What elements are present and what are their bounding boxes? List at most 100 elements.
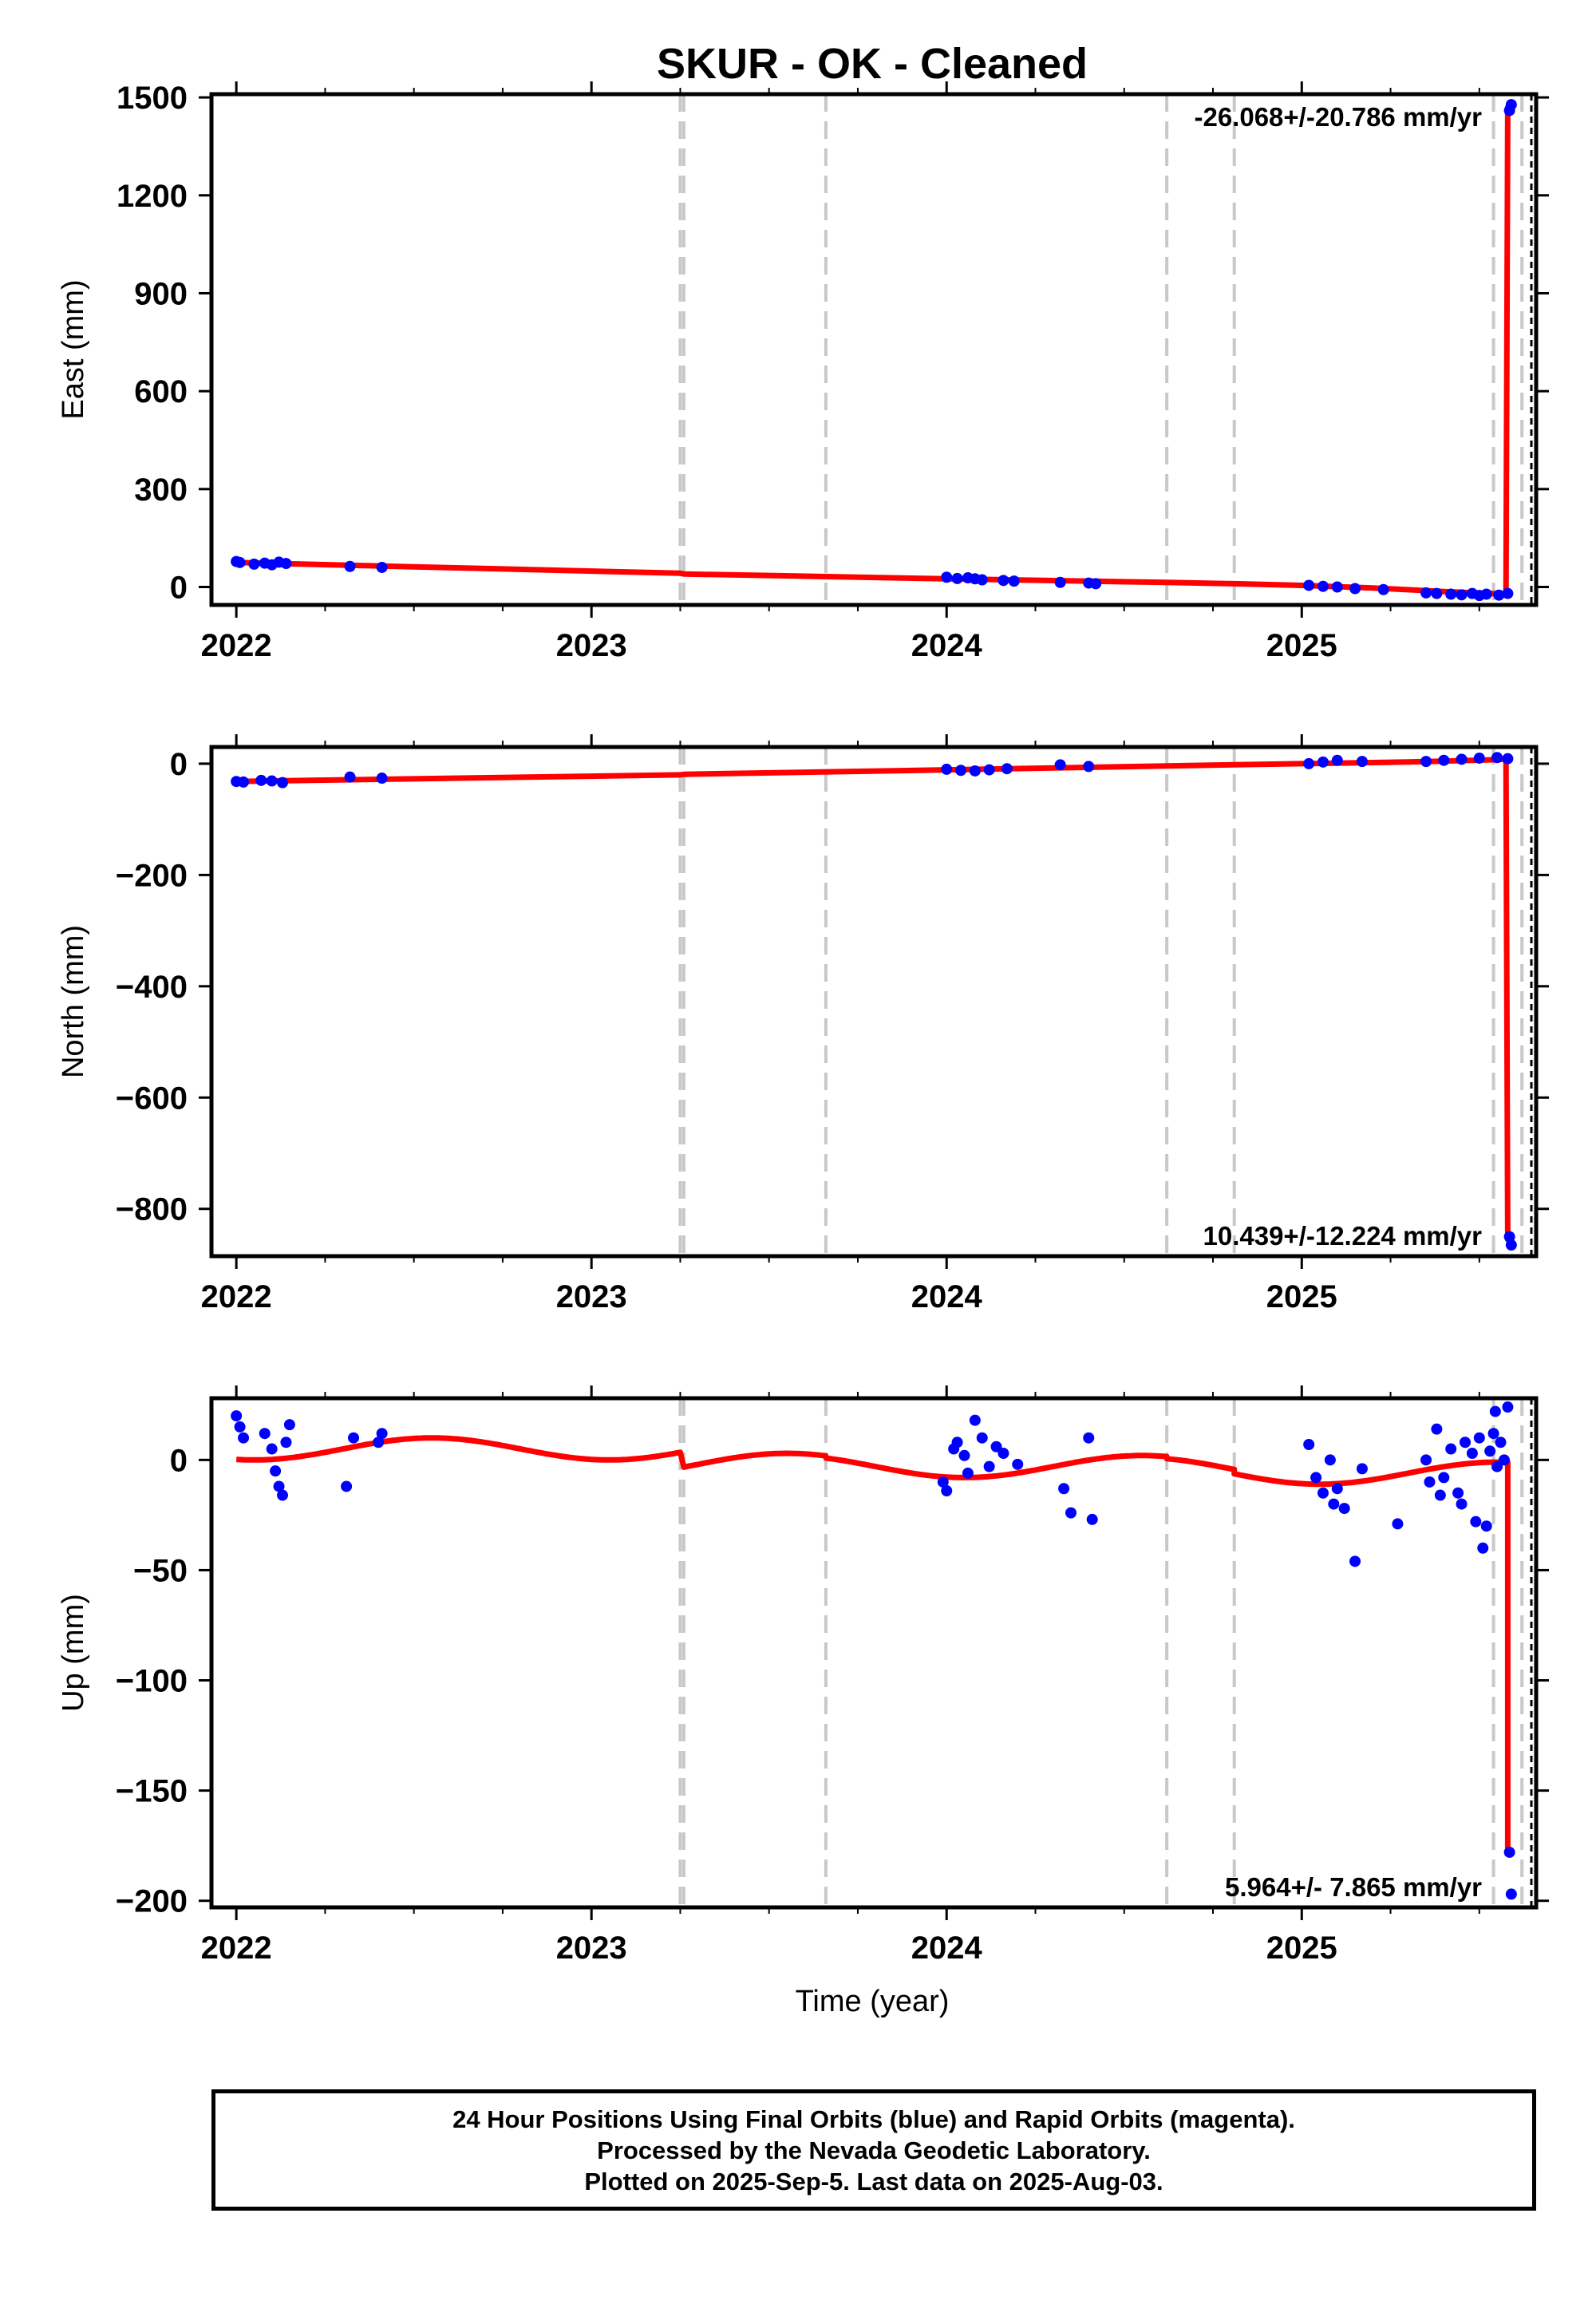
data-point bbox=[1505, 1888, 1517, 1900]
data-point bbox=[1493, 589, 1505, 601]
data-point bbox=[1012, 1458, 1024, 1470]
data-point bbox=[1090, 578, 1102, 590]
data-point bbox=[344, 771, 356, 783]
data-point bbox=[341, 1480, 353, 1492]
data-point bbox=[266, 1443, 278, 1455]
x-tick-label: 2025 bbox=[1266, 628, 1337, 663]
data-point bbox=[376, 561, 388, 573]
data-point bbox=[1317, 580, 1329, 592]
data-point bbox=[1054, 576, 1066, 588]
data-point bbox=[998, 1448, 1009, 1460]
data-point bbox=[1083, 761, 1095, 773]
x-tick-label: 2023 bbox=[556, 628, 627, 663]
data-point bbox=[1349, 1555, 1361, 1567]
data-point bbox=[1349, 583, 1361, 595]
data-point bbox=[1477, 1542, 1489, 1554]
x-tick-label: 2024 bbox=[911, 1279, 983, 1314]
model-line bbox=[236, 104, 1511, 597]
data-point bbox=[1331, 581, 1343, 593]
data-point bbox=[273, 1480, 285, 1492]
data-point bbox=[976, 574, 988, 586]
data-point bbox=[1445, 1443, 1457, 1455]
data-point bbox=[941, 763, 953, 775]
data-point bbox=[344, 560, 356, 572]
data-point bbox=[259, 1428, 271, 1440]
data-point bbox=[1459, 1437, 1471, 1448]
y-tick-label: 0 bbox=[170, 571, 188, 606]
data-point bbox=[373, 1437, 385, 1448]
data-point bbox=[1420, 587, 1432, 599]
data-point bbox=[1491, 1460, 1503, 1472]
data-point bbox=[1331, 1483, 1343, 1495]
data-point bbox=[1324, 1454, 1336, 1466]
data-point bbox=[376, 1428, 388, 1440]
data-point bbox=[1452, 1487, 1464, 1499]
data-point bbox=[1356, 756, 1368, 768]
data-point bbox=[1317, 756, 1329, 768]
y-tick-label: 900 bbox=[134, 276, 188, 311]
data-point bbox=[983, 764, 995, 776]
data-point bbox=[1008, 575, 1020, 587]
data-point bbox=[1502, 1401, 1514, 1413]
plot-frame bbox=[209, 1396, 1539, 1910]
y-tick-label: 1500 bbox=[117, 81, 188, 116]
data-point bbox=[958, 1449, 970, 1461]
data-point bbox=[238, 1432, 250, 1444]
data-point bbox=[1505, 1239, 1517, 1251]
data-point bbox=[1420, 1454, 1432, 1466]
data-point bbox=[976, 1432, 988, 1444]
plot-frame bbox=[209, 92, 1539, 607]
data-point bbox=[238, 776, 250, 788]
data-point bbox=[1466, 1448, 1478, 1460]
data-point bbox=[1502, 587, 1514, 599]
panel-1: 2022 2023 2024 2025 0 300 600 900 1200 1500 East (… bbox=[57, 81, 1549, 663]
y-axis-label: North (mm) bbox=[57, 925, 90, 1078]
data-point bbox=[1431, 1423, 1443, 1435]
data-point bbox=[969, 1414, 981, 1426]
x-tick-label: 2023 bbox=[556, 1931, 627, 1966]
data-point bbox=[1338, 1503, 1350, 1515]
data-point bbox=[1503, 1231, 1515, 1243]
data-point bbox=[1331, 754, 1343, 766]
data-point bbox=[1086, 1513, 1098, 1525]
data-point bbox=[1502, 753, 1514, 765]
data-point bbox=[1392, 1518, 1404, 1530]
data-point bbox=[1434, 1489, 1446, 1501]
data-point bbox=[1424, 1476, 1436, 1488]
data-point bbox=[280, 1437, 292, 1448]
data-point bbox=[280, 558, 292, 570]
data-point bbox=[1456, 1498, 1468, 1510]
data-point bbox=[1065, 1507, 1077, 1519]
data-point bbox=[1303, 1439, 1315, 1450]
y-tick-label: 600 bbox=[134, 374, 188, 409]
y-tick-label: 0 bbox=[170, 1443, 188, 1478]
data-point bbox=[1083, 1432, 1095, 1444]
footer-line-1: 24 Hour Positions Using Final Orbits (bl… bbox=[452, 2105, 1295, 2133]
data-point bbox=[231, 1410, 243, 1422]
y-axis-label: East (mm) bbox=[57, 279, 90, 419]
data-point bbox=[969, 765, 981, 777]
panel-2: 2022 2023 2024 2025 −800 −600 −400 −200 0 North (… bbox=[57, 734, 1549, 1314]
data-point bbox=[962, 1467, 974, 1479]
data-point bbox=[1489, 1405, 1501, 1417]
rate-label: 10.439+/-12.224 mm/yr bbox=[1203, 1221, 1482, 1251]
rate-label: -26.068+/-20.786 mm/yr bbox=[1194, 102, 1482, 132]
footer-box: 24 Hour Positions Using Final Orbits (bl… bbox=[211, 2089, 1536, 2211]
x-tick-label: 2024 bbox=[911, 628, 983, 663]
data-point bbox=[1480, 1520, 1492, 1532]
data-point bbox=[348, 1432, 360, 1444]
rate-label: 5.964+/- 7.865 mm/yr bbox=[1225, 1872, 1482, 1902]
data-point bbox=[951, 572, 963, 584]
data-point bbox=[1303, 757, 1315, 769]
data-point bbox=[1456, 589, 1468, 601]
data-point bbox=[983, 1460, 995, 1472]
plot-frame bbox=[209, 745, 1539, 1259]
y-tick-label: −600 bbox=[116, 1081, 188, 1116]
y-tick-label: −200 bbox=[116, 858, 188, 893]
y-tick-label: 0 bbox=[170, 747, 188, 782]
data-point bbox=[1456, 753, 1468, 765]
x-tick-label: 2023 bbox=[556, 1279, 627, 1314]
x-tick-label: 2022 bbox=[201, 628, 272, 663]
footer-line-3: Plotted on 2025-Sep-5. Last data on 2025… bbox=[584, 2167, 1163, 2195]
